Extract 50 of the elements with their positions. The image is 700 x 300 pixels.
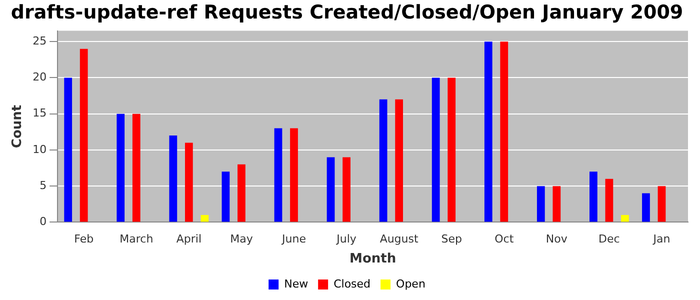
bar <box>169 136 178 222</box>
x-tick-label: Feb <box>74 232 94 246</box>
x-tick-label: June <box>281 232 306 246</box>
legend-label: New <box>284 277 308 290</box>
x-tick-label: March <box>120 232 154 246</box>
y-axis-title: Count <box>10 104 26 148</box>
bar <box>64 78 72 222</box>
bar <box>621 214 629 222</box>
bar <box>605 178 614 222</box>
bar <box>536 186 545 222</box>
x-tick-label: May <box>230 232 254 246</box>
y-tick-label: 0 <box>40 215 47 228</box>
x-axis-title: Month <box>350 252 396 267</box>
bar <box>116 114 125 222</box>
bar <box>342 157 350 222</box>
y-tick-label: 20 <box>32 70 47 84</box>
legend-label: Closed <box>334 277 371 290</box>
y-tick-label: 25 <box>32 34 47 48</box>
x-tick-label: Jan <box>652 232 670 246</box>
bar <box>484 42 492 222</box>
chart-title: drafts-update-ref Requests Created/Closed/Open January 2009 <box>10 1 684 24</box>
bar <box>395 99 404 222</box>
bar <box>658 186 666 222</box>
y-tick-label: 10 <box>32 142 47 156</box>
bar <box>448 78 456 222</box>
bar <box>238 164 246 222</box>
bar <box>200 214 209 222</box>
bar <box>500 42 508 222</box>
bar <box>590 172 598 222</box>
bar <box>552 186 561 222</box>
x-tick-label: April <box>176 232 202 246</box>
bar <box>80 48 88 222</box>
bar <box>326 157 335 222</box>
bar <box>222 172 230 222</box>
x-tick-label: Dec <box>598 232 620 246</box>
bar <box>432 78 440 222</box>
bar <box>274 128 282 222</box>
bar <box>184 142 193 222</box>
x-tick-label: Nov <box>546 232 568 246</box>
legend-label: Open <box>396 277 426 290</box>
bar <box>642 193 650 222</box>
x-tick-label: Sep <box>441 232 462 246</box>
x-tick-label: Oct <box>494 232 514 246</box>
y-tick-label: 15 <box>32 106 47 120</box>
bar <box>290 128 298 222</box>
y-tick-label: 5 <box>40 178 47 192</box>
bar <box>379 99 388 222</box>
x-tick-label: July <box>336 232 357 246</box>
bar <box>132 114 140 222</box>
x-tick-label: August <box>380 232 419 246</box>
